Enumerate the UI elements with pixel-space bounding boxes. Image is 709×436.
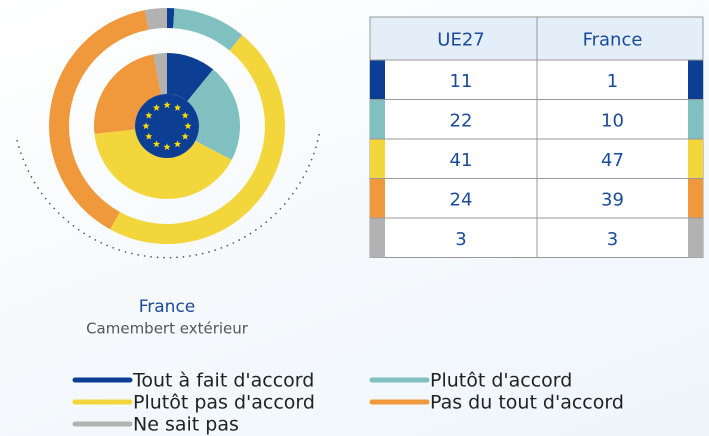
- table-cell: 22: [450, 110, 473, 131]
- slice: [144, 8, 167, 30]
- row-swatch: [688, 178, 703, 218]
- eu-star: [184, 122, 192, 130]
- row-swatch: [688, 99, 703, 139]
- legend-label: Tout à fait d'accord: [132, 370, 314, 392]
- table-cell: 47: [601, 150, 624, 171]
- table-cell: 3: [455, 229, 466, 250]
- slice: [167, 53, 214, 102]
- row-swatch: [688, 139, 703, 179]
- table-cell: 10: [601, 110, 624, 131]
- eu-star: [163, 101, 171, 109]
- slice: [94, 129, 232, 200]
- eu-star: [173, 104, 182, 111]
- eu-flag: [135, 94, 199, 158]
- slice: [94, 54, 162, 134]
- table-cell: 11: [450, 71, 473, 92]
- eu-star: [173, 140, 182, 148]
- table-header: UE27: [437, 30, 484, 51]
- eu-star: [163, 143, 171, 151]
- row-swatch: [370, 218, 385, 258]
- legend-label: Pas du tout d'accord: [430, 392, 624, 414]
- row-swatch: [370, 139, 385, 179]
- outer-ring-arc: [16, 129, 321, 259]
- slice: [110, 35, 286, 245]
- legend-label: Plutôt d'accord: [430, 370, 572, 392]
- slice: [167, 8, 175, 29]
- eu-star: [152, 104, 161, 111]
- legend-label: Ne sait pas: [133, 414, 239, 436]
- row-swatch: [688, 60, 703, 100]
- row-swatch: [370, 60, 385, 100]
- table-cell: 39: [601, 189, 624, 210]
- eu-star: [181, 111, 189, 119]
- outer-label: France: [139, 297, 196, 317]
- slice: [187, 69, 241, 160]
- row-swatch: [370, 99, 385, 139]
- eu-star: [152, 140, 161, 148]
- table-cell: 1: [607, 71, 618, 92]
- table-cell: 24: [450, 189, 473, 210]
- slice: [48, 10, 149, 230]
- eu-star: [145, 111, 153, 119]
- table-cell: 3: [607, 229, 618, 250]
- slice: [153, 53, 167, 95]
- annotation: Camembert extérieur: [86, 320, 249, 338]
- table-cell: 41: [450, 150, 473, 171]
- row-swatch: [688, 218, 703, 258]
- eu-star: [142, 122, 150, 130]
- eu-star: [181, 132, 189, 140]
- eu-star: [145, 132, 153, 140]
- slice: [173, 8, 243, 51]
- row-swatch: [370, 178, 385, 218]
- table-header: France: [583, 30, 643, 51]
- legend-label: Plutôt pas d'accord: [133, 392, 315, 414]
